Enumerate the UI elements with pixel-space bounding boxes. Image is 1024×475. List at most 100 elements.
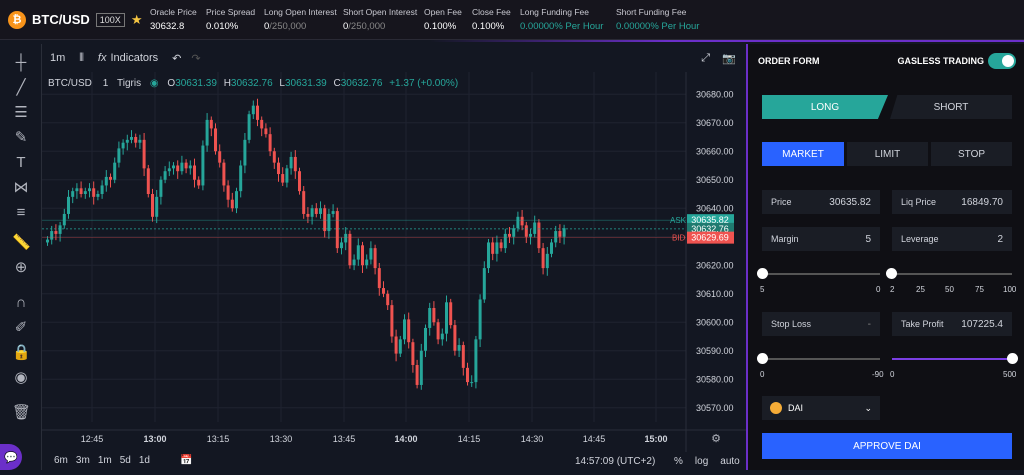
clock-readout[interactable]: 14:57:09 (UTC+2) <box>575 456 656 467</box>
candle-body <box>104 176 108 186</box>
ruler-icon[interactable]: 📏 <box>12 234 31 251</box>
price-label: Price <box>771 197 792 207</box>
indicators-icon: fx <box>97 52 107 64</box>
redo-icon[interactable]: ↷ <box>191 52 201 65</box>
range-button-6m[interactable]: 6m <box>54 455 68 466</box>
leverage-input[interactable]: Leverage 2 <box>892 227 1012 251</box>
bitcoin-icon: ₿ <box>8 10 26 29</box>
brush-icon[interactable]: ✎ <box>14 129 28 146</box>
stat-label: Short Open Interest <box>343 7 418 17</box>
stop-loss-slider[interactable] <box>762 358 880 360</box>
lock-icon[interactable]: 🔒 <box>12 344 31 361</box>
x-tick-label: 13:45 <box>333 434 356 444</box>
favorite-star-icon[interactable]: ★ <box>130 11 143 27</box>
screenshot-icon[interactable]: 📷 <box>722 52 736 65</box>
chat-icon[interactable]: 💬 <box>0 444 22 470</box>
prediction-icon[interactable]: ≡ <box>16 204 26 221</box>
candle-body <box>67 196 70 214</box>
pair-selector[interactable]: BTC/USD <box>32 12 90 27</box>
candle-body <box>159 179 163 197</box>
legend-open-label: O <box>167 78 176 89</box>
limit-order-tab[interactable]: LIMIT <box>847 142 928 166</box>
scale-option-log[interactable]: log <box>694 456 709 467</box>
candle-body <box>470 382 474 384</box>
fullscreen-icon[interactable]: ⤢ <box>701 51 710 64</box>
y-tick-label: 30620.00 <box>696 260 734 270</box>
short-button[interactable]: SHORT <box>890 95 1012 119</box>
candle-body <box>352 259 356 266</box>
take-profit-slider-handle[interactable] <box>1007 353 1018 364</box>
take-profit-input[interactable]: Take Profit 107225.4 <box>892 312 1012 336</box>
y-tick-label: 30580.00 <box>696 374 734 384</box>
trendline-icon[interactable]: ╱ <box>16 79 26 96</box>
stop-loss-label: Stop Loss <box>771 319 812 329</box>
candle-body <box>533 222 537 234</box>
leverage-slider[interactable] <box>892 273 1012 275</box>
candle-type-icon[interactable]: ⫴ <box>79 51 84 64</box>
chart-canvas[interactable]: 30680.00 30670.00 30660.00 30650.00 30640.00… <box>42 72 746 470</box>
stop-loss-input[interactable]: Stop Loss - <box>762 312 880 336</box>
candle-body <box>306 213 310 217</box>
indicators-button[interactable]: Indicators <box>110 52 159 64</box>
lock-drawing-icon[interactable]: ✐ <box>14 319 28 336</box>
interval-button[interactable]: 1m <box>50 52 66 64</box>
range-button-5d[interactable]: 5d <box>119 455 131 466</box>
x-tick-label: 14:00 <box>394 434 417 444</box>
candle-body <box>92 188 96 197</box>
drawing-toolbar: ┼ ╱ ☰ ✎ T ⋈ ≡ 📏 ⊕ ∩ ✐ 🔒 ◉ 🗑 <box>0 44 42 470</box>
approve-dai-button[interactable]: APPROVE DAI <box>762 433 1012 459</box>
magnet-icon[interactable]: ∩ <box>15 294 27 311</box>
candle-body <box>289 156 293 169</box>
scale-option-auto[interactable]: auto <box>720 456 740 467</box>
gasless-toggle[interactable] <box>988 53 1016 69</box>
range-button-1m[interactable]: 1m <box>97 455 112 466</box>
zoom-in-icon[interactable]: ⊕ <box>14 259 28 276</box>
collateral-token-select[interactable]: DAI ⌄ <box>762 396 880 420</box>
candle-body <box>155 196 159 217</box>
market-order-tab[interactable]: MARKET <box>762 142 844 166</box>
bid-price-value: 30629.69 <box>691 233 729 243</box>
range-button-1d[interactable]: 1d <box>138 455 150 466</box>
range-button-3m[interactable]: 3m <box>75 455 90 466</box>
candle-body <box>453 325 457 351</box>
price-field[interactable]: Price 30635.82 <box>762 190 880 214</box>
long-button[interactable]: LONG <box>762 95 888 119</box>
stop-loss-tick-min: 0 <box>760 370 765 379</box>
pattern-icon[interactable]: ⋈ <box>13 179 29 196</box>
y-tick-label: 30610.00 <box>696 289 734 299</box>
candle-body <box>394 336 398 354</box>
date-range-icon[interactable]: 📅 <box>180 455 193 466</box>
leverage-label: Leverage <box>901 234 939 244</box>
take-profit-slider[interactable] <box>892 358 1012 360</box>
scale-option-percent[interactable]: % <box>674 456 683 467</box>
settings-gear-icon[interactable]: ⚙ <box>711 433 721 445</box>
stat-open-fee: Open Fee 0.100% <box>424 7 462 32</box>
stop-order-tab[interactable]: STOP <box>931 142 1012 166</box>
margin-slider-handle[interactable] <box>757 268 768 279</box>
candle-body <box>310 208 314 217</box>
text-tool-icon[interactable]: T <box>16 154 26 171</box>
x-tick-label: 15:00 <box>644 434 667 444</box>
candle-body <box>293 156 297 172</box>
stat-value: 0.00000% Per Hour <box>520 21 604 32</box>
undo-icon[interactable]: ↶ <box>172 52 182 65</box>
legend-high-label: H <box>223 78 231 89</box>
stop-loss-slider-handle[interactable] <box>757 353 768 364</box>
eye-icon[interactable]: ◉ <box>14 369 28 386</box>
fib-retracement-icon[interactable]: ☰ <box>14 104 28 121</box>
price-chart[interactable]: 30680.00 30670.00 30660.00 30650.00 30640.00… <box>42 72 746 470</box>
candle-body <box>327 213 331 232</box>
stat-close-fee: Close Fee 0.100% <box>472 7 511 32</box>
crosshair-icon[interactable]: ┼ <box>15 54 27 71</box>
margin-input[interactable]: Margin 5 <box>762 227 880 251</box>
y-tick-label: 30590.00 <box>696 346 734 356</box>
leverage-value: 2 <box>997 233 1003 245</box>
leverage-slider-handle[interactable] <box>886 268 897 279</box>
margin-slider[interactable] <box>762 273 880 275</box>
trash-icon[interactable]: 🗑 <box>12 404 32 421</box>
candle-body <box>331 211 335 214</box>
candle-body <box>323 208 327 232</box>
stat-label: Open Fee <box>424 7 462 17</box>
gasless-label: GASLESS TRADING <box>897 56 984 66</box>
stat-long-open-interest: Long Open Interest 0/250,000 <box>264 7 337 32</box>
